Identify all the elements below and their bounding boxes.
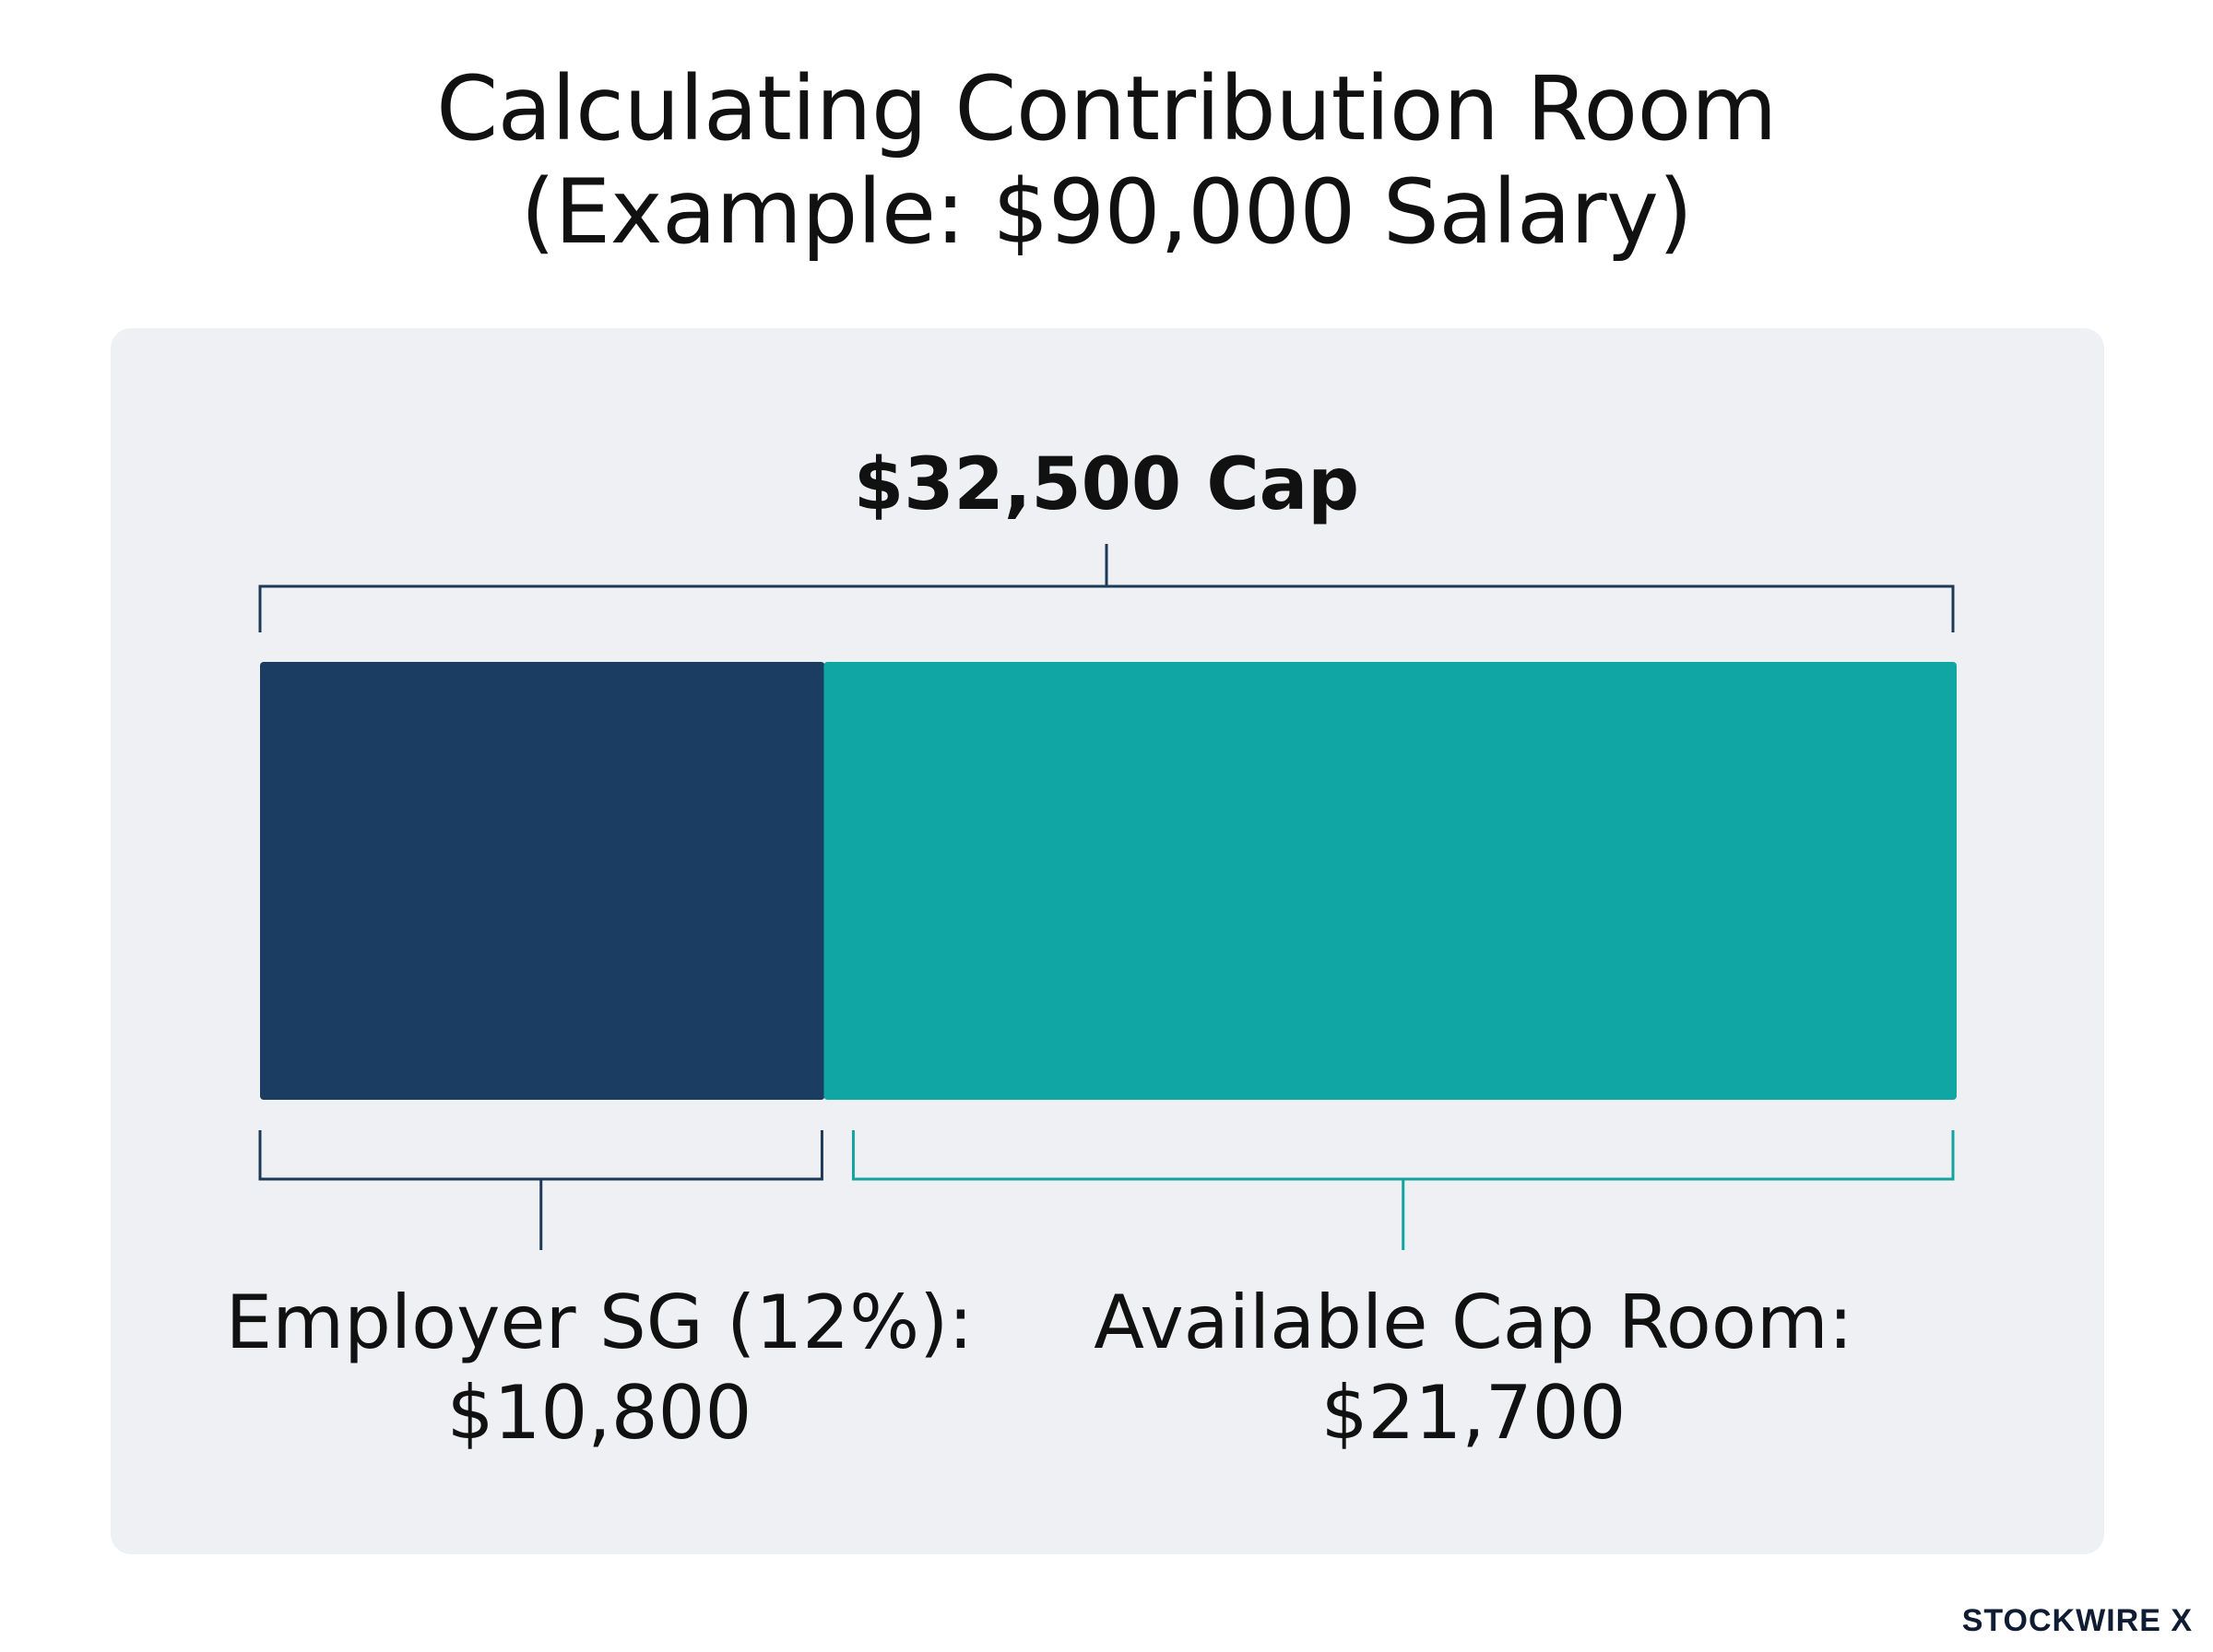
chart-title: Calculating Contribution Room (Example: … [0, 57, 2213, 264]
bar-segment-2 [823, 662, 1957, 1100]
segment-label-2-name: Available Cap Room: [1094, 1280, 1852, 1365]
title-line-1: Calculating Contribution Room [436, 57, 1777, 160]
segment-label-2-value: $21,700 [1321, 1370, 1627, 1456]
segment-label-1-name: Employer SG (12%): [226, 1280, 974, 1365]
segment-bracket-1 [258, 1130, 823, 1250]
segment-label-1-value: $10,800 [447, 1370, 752, 1456]
total-bracket [258, 544, 1955, 632]
total-cap-label: $32,500 Cap [854, 443, 1359, 526]
brand-logo: STOCKWIRE X [1961, 1603, 2193, 1638]
bar-segment-1 [260, 662, 825, 1100]
title-line-2: (Example: $90,000 Salary) [520, 160, 1693, 264]
segment-bracket-2 [851, 1130, 1955, 1250]
